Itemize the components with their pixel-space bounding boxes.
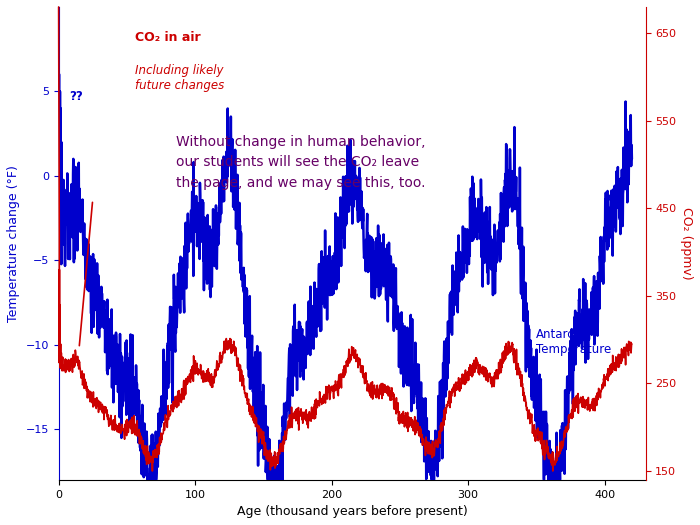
- Text: CO₂ in air: CO₂ in air: [135, 30, 200, 44]
- Y-axis label: CO₂ (ppmv): CO₂ (ppmv): [680, 207, 693, 280]
- Text: Antarctic
Temperature: Antarctic Temperature: [536, 328, 612, 356]
- X-axis label: Age (thousand years before present): Age (thousand years before present): [237, 505, 468, 518]
- Text: ??: ??: [69, 90, 83, 103]
- Y-axis label: Temperature change (°F): Temperature change (°F): [7, 165, 20, 322]
- Text: Including likely
future changes: Including likely future changes: [135, 64, 224, 92]
- Text: Without change in human behavior,
our students will see the CO₂ leave
the page, : Without change in human behavior, our st…: [176, 134, 426, 190]
